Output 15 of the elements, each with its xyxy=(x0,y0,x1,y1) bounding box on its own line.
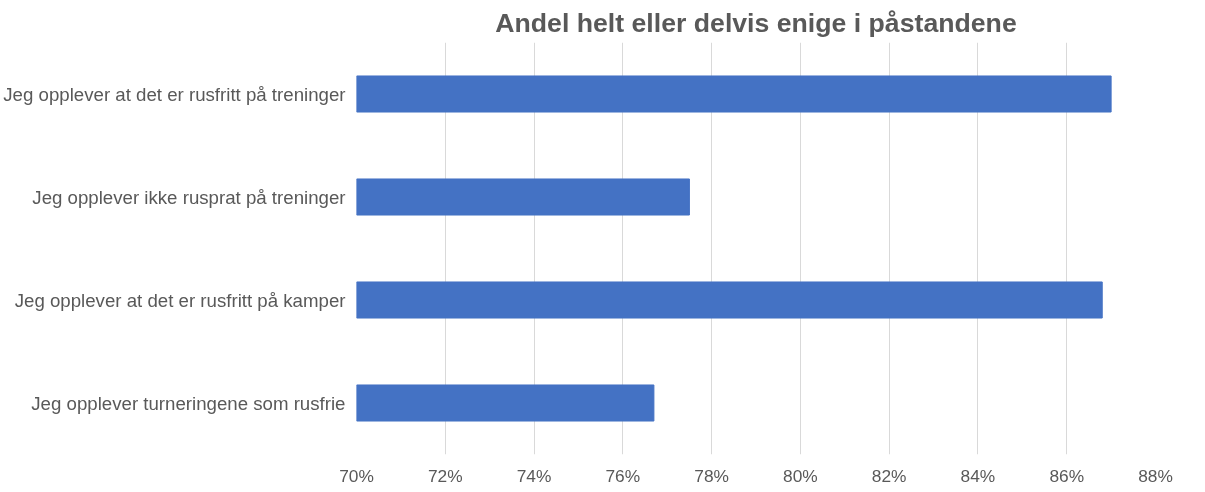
x-tick-label: 82% xyxy=(871,465,907,486)
x-tick-label: 78% xyxy=(694,465,729,486)
x-tick-label: 76% xyxy=(605,465,641,486)
x-tick-label: 74% xyxy=(516,465,552,486)
x-tick-label: 72% xyxy=(427,465,463,486)
y-tick-label: Jeg opplever at det er rusfritt på treninger xyxy=(3,83,346,105)
x-tick-label: 88% xyxy=(1138,465,1173,486)
x-tick-label: 80% xyxy=(783,465,818,486)
x-tick-label: 86% xyxy=(1049,465,1085,486)
y-tick-label: Jeg opplever ikke rusprat på treninger xyxy=(32,186,346,208)
chart-title: Andel helt eller delvis enige i påstandene xyxy=(495,7,1017,38)
x-tick-label: 70% xyxy=(339,465,374,486)
x-tick-label: 84% xyxy=(960,465,996,486)
y-tick-label: Jeg opplever turneringene som rusfrie xyxy=(31,392,346,414)
y-tick-label: Jeg opplever at det er rusfritt på kamper xyxy=(14,289,346,311)
